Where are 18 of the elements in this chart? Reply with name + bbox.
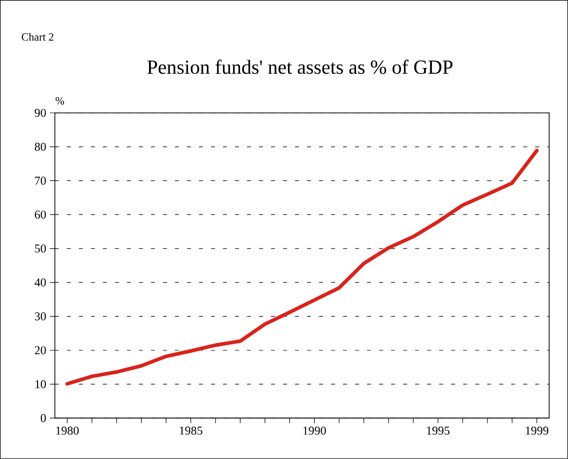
y-tick-label: 80 [34,142,46,151]
y-tick-label: 50 [35,244,46,253]
x-tick-label: 1995 [427,426,450,435]
y-tick-label: 60 [34,210,46,219]
x-tick-label: 1999 [526,426,548,435]
y-tick-label: 30 [34,312,46,320]
y-tick-label: 40 [34,278,46,287]
x-tick-label: 1980 [56,426,79,435]
y-tick-label: 90 [34,108,46,117]
y-tick-label: 10 [35,380,46,388]
y-tick-label: 70 [35,176,46,185]
y-tick-label: 0 [40,414,46,422]
chart-title: Pension funds' net assets as % of GDP [147,60,452,74]
x-tick-label: 1990 [303,426,326,435]
y-axis-title: % [56,97,64,105]
caption: Chart 2 [22,33,54,41]
y-tick-label: 20 [34,346,46,354]
x-tick-label: 1985 [180,426,202,435]
